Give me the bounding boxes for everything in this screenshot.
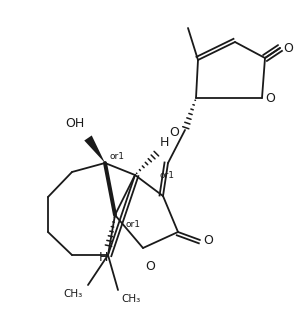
Text: O: O — [265, 92, 275, 105]
Text: or1: or1 — [109, 152, 124, 161]
Text: H: H — [160, 136, 169, 149]
Text: O: O — [169, 125, 179, 138]
Text: OH: OH — [66, 117, 85, 130]
Text: O: O — [145, 260, 155, 273]
Text: CH₃: CH₃ — [64, 289, 83, 299]
Polygon shape — [84, 136, 105, 163]
Text: or1: or1 — [125, 220, 140, 229]
Text: H: H — [98, 251, 108, 264]
Text: O: O — [283, 41, 293, 54]
Text: or1: or1 — [160, 171, 175, 180]
Text: CH₃: CH₃ — [121, 294, 140, 304]
Text: O: O — [203, 234, 213, 246]
